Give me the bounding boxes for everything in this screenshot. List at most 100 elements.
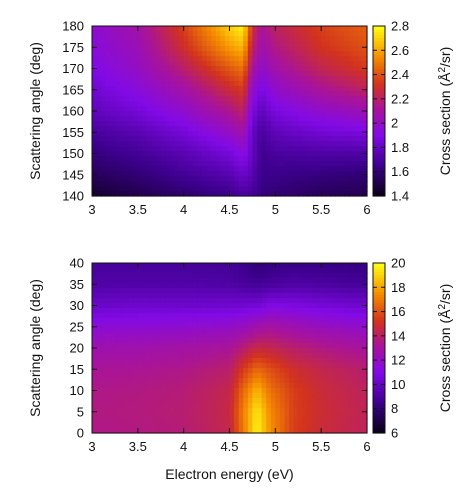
heatmap-cell — [179, 51, 185, 57]
heatmap-cell — [316, 146, 322, 152]
heatmap-cell — [160, 136, 166, 142]
heatmap-cell — [261, 36, 267, 42]
heatmap-cell — [92, 126, 98, 132]
heatmap-cell — [293, 353, 299, 359]
heatmap-cell — [147, 423, 153, 429]
heatmap-cell — [325, 263, 331, 269]
heatmap-cell — [124, 116, 130, 122]
heatmap-cell — [133, 31, 139, 37]
heatmap-cell — [137, 101, 144, 107]
heatmap-cell — [339, 71, 345, 77]
heatmap-cell — [211, 26, 217, 32]
heatmap-cell — [243, 41, 249, 47]
heatmap-cell — [293, 393, 299, 399]
heatmap-cell — [147, 328, 153, 334]
heatmap-cell — [321, 273, 327, 279]
heatmap-cell — [151, 323, 157, 329]
heatmap-cell — [339, 398, 345, 404]
heatmap-cell — [183, 31, 189, 37]
heatmap-cell — [353, 368, 359, 374]
heatmap-cell — [160, 106, 166, 112]
heatmap-cell — [266, 273, 272, 279]
heatmap-cell — [165, 348, 171, 354]
heatmap-cell — [234, 46, 240, 52]
heatmap-cell — [110, 51, 116, 57]
heatmap-cell — [133, 328, 139, 334]
heatmap-cell — [348, 156, 354, 162]
heatmap-cell — [128, 343, 134, 349]
heatmap-cell — [211, 141, 217, 147]
heatmap-cell — [114, 428, 121, 434]
heatmap-cell — [101, 81, 107, 87]
heatmap-cell — [362, 116, 368, 122]
heatmap-cell — [224, 408, 231, 414]
heatmap-cell — [357, 363, 364, 369]
heatmap-cell — [160, 46, 166, 52]
heatmap-cell — [247, 263, 254, 269]
heatmap-cell — [312, 131, 318, 137]
heatmap-cell — [312, 71, 318, 77]
heatmap-cell — [206, 338, 212, 344]
heatmap-cell — [307, 56, 313, 62]
heatmap-cell — [119, 368, 125, 374]
heatmap-cell — [353, 408, 359, 414]
heatmap-cell — [298, 388, 304, 394]
heatmap-cell — [165, 66, 171, 72]
heatmap-cell — [192, 186, 199, 192]
heatmap-cell — [179, 268, 185, 274]
heatmap-cell — [174, 111, 180, 117]
heatmap-cell — [261, 418, 267, 424]
heatmap-cell — [302, 76, 309, 82]
heatmap-cell — [147, 106, 153, 112]
heatmap-cell — [160, 418, 166, 424]
heatmap-cell — [312, 278, 318, 284]
heatmap-cell — [275, 423, 281, 429]
heatmap-cell — [357, 106, 364, 112]
heatmap-cell — [192, 343, 199, 349]
heatmap-cell — [124, 358, 130, 364]
heatmap-cell — [261, 393, 267, 399]
heatmap-cell — [229, 81, 235, 87]
heatmap-cell — [197, 293, 203, 299]
heatmap-cell — [215, 161, 221, 167]
heatmap-cell — [344, 146, 350, 152]
heatmap-cell — [202, 171, 208, 177]
heatmap-cell — [142, 156, 148, 162]
heatmap-cell — [348, 323, 354, 329]
heatmap-cell — [257, 358, 263, 364]
heatmap-cell — [266, 51, 272, 57]
heatmap-cell — [334, 388, 341, 394]
heatmap-cell — [133, 161, 139, 167]
heatmap-cell — [128, 283, 134, 289]
heatmap-cell — [174, 398, 180, 404]
heatmap-cell — [160, 61, 166, 67]
heatmap-cell — [128, 56, 134, 62]
heatmap-cell — [96, 303, 102, 309]
heatmap-cell — [215, 106, 221, 112]
heatmap-cell — [289, 171, 295, 177]
heatmap-cell — [325, 428, 331, 434]
heatmap-cell — [247, 126, 254, 132]
colorbar-segment — [373, 88, 385, 92]
heatmap-cell — [160, 413, 166, 419]
heatmap-cell — [289, 121, 295, 127]
heatmap-cell — [344, 41, 350, 47]
heatmap-cell — [179, 328, 185, 334]
heatmap-cell — [344, 398, 350, 404]
heatmap-cell — [183, 156, 189, 162]
heatmap-cell — [114, 46, 121, 52]
heatmap-cell — [321, 96, 327, 102]
heatmap-cell — [330, 61, 336, 67]
heatmap-cell — [96, 36, 102, 42]
heatmap-cell — [270, 363, 276, 369]
heatmap-cell — [114, 298, 121, 304]
heatmap-cell — [339, 76, 345, 82]
heatmap-cell — [270, 353, 276, 359]
heatmap-cell — [330, 51, 336, 57]
heatmap-cell — [339, 263, 345, 269]
heatmap-cell — [330, 418, 336, 424]
heatmap-cell — [353, 121, 359, 127]
heatmap-cell — [266, 328, 272, 334]
heatmap-cell — [124, 278, 130, 284]
heatmap-cell — [312, 126, 318, 132]
